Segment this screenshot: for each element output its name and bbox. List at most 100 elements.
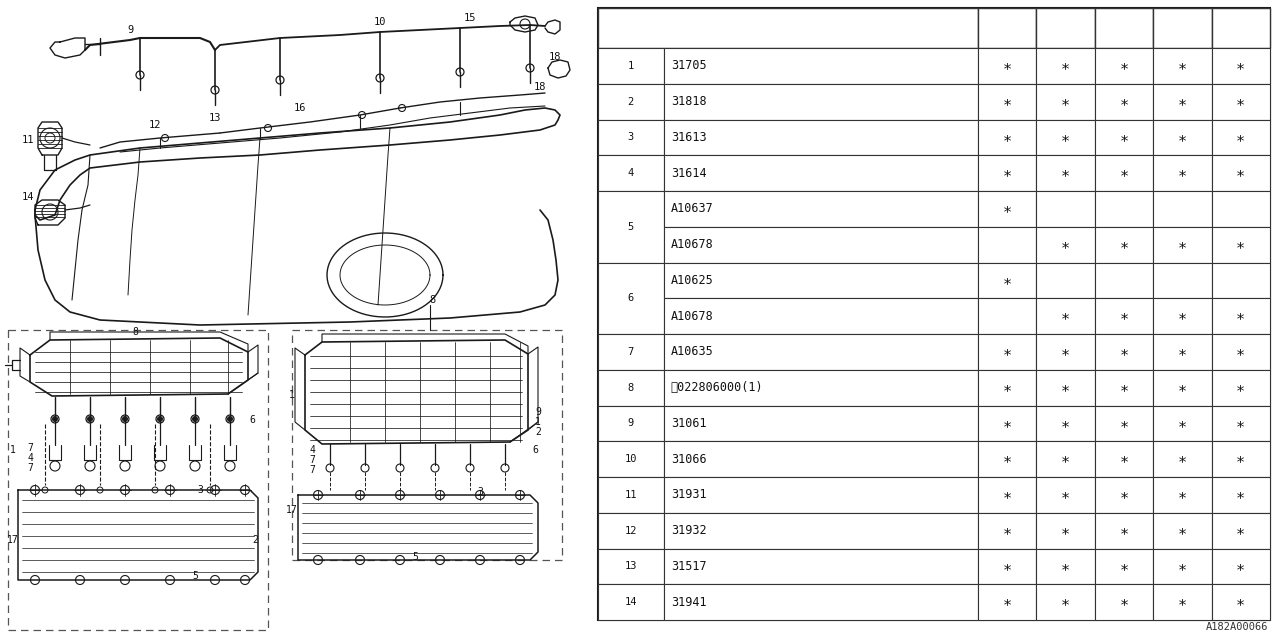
Text: 9: 9 — [127, 25, 133, 35]
Text: ∗: ∗ — [1061, 559, 1070, 574]
Text: 5: 5 — [192, 571, 198, 581]
Text: 15: 15 — [463, 13, 476, 23]
Bar — [1037, 191, 1094, 227]
Bar — [664, 262, 978, 298]
Bar — [1037, 262, 1094, 298]
Bar — [978, 477, 1037, 513]
Text: ∗: ∗ — [1002, 202, 1011, 216]
Text: ∗: ∗ — [1178, 488, 1187, 502]
Bar — [598, 406, 664, 441]
Text: A182A00066: A182A00066 — [1206, 622, 1268, 632]
Bar — [1212, 262, 1270, 298]
Bar — [978, 298, 1037, 334]
Text: ∗: ∗ — [1061, 166, 1070, 180]
Bar — [598, 156, 664, 191]
Bar — [1094, 513, 1153, 548]
Bar — [598, 8, 1270, 620]
Bar — [1094, 406, 1153, 441]
Bar — [1037, 84, 1094, 120]
Bar — [598, 441, 664, 477]
Text: ∗: ∗ — [1002, 380, 1011, 395]
Text: ∗: ∗ — [1061, 595, 1070, 610]
Text: ∗: ∗ — [1236, 94, 1245, 109]
Text: 4: 4 — [308, 445, 315, 455]
Bar — [1153, 548, 1212, 584]
Bar — [1037, 513, 1094, 548]
Bar — [978, 191, 1037, 227]
Bar — [1037, 548, 1094, 584]
Text: 12: 12 — [148, 120, 161, 130]
Text: ∗: ∗ — [1178, 130, 1187, 145]
Text: ∗: ∗ — [1178, 344, 1187, 360]
Text: ∗: ∗ — [1119, 452, 1129, 467]
Text: 31517: 31517 — [671, 560, 707, 573]
Bar — [1153, 191, 1212, 227]
Text: 2: 2 — [535, 427, 541, 437]
Text: ∗: ∗ — [1061, 308, 1070, 324]
Bar — [978, 584, 1037, 620]
Text: 5: 5 — [627, 221, 634, 232]
Text: 10: 10 — [374, 17, 387, 27]
Text: 2: 2 — [627, 97, 634, 107]
Bar — [1153, 584, 1212, 620]
Text: 31932: 31932 — [671, 524, 707, 537]
Text: 3: 3 — [477, 487, 483, 497]
Bar — [1094, 370, 1153, 406]
Bar — [1094, 191, 1153, 227]
Text: ⓝ022806000(1): ⓝ022806000(1) — [671, 381, 763, 394]
Text: 16: 16 — [293, 103, 306, 113]
Bar — [978, 441, 1037, 477]
Text: ∗: ∗ — [1236, 523, 1245, 538]
Text: 31613: 31613 — [671, 131, 707, 144]
Bar — [1153, 8, 1212, 48]
Text: 11: 11 — [22, 135, 35, 145]
Text: ∗: ∗ — [1119, 166, 1129, 180]
Text: ∗: ∗ — [1119, 523, 1129, 538]
Text: ∗: ∗ — [1002, 344, 1011, 360]
Bar — [1094, 120, 1153, 156]
Bar — [664, 298, 978, 334]
Text: 31066: 31066 — [671, 452, 707, 466]
Text: ∗: ∗ — [1061, 237, 1070, 252]
Bar — [1094, 227, 1153, 262]
Bar — [1153, 298, 1212, 334]
Circle shape — [192, 417, 197, 422]
Bar — [1037, 8, 1094, 48]
Bar — [1037, 298, 1094, 334]
Bar — [1153, 334, 1212, 370]
Bar — [598, 84, 664, 120]
Bar — [1212, 120, 1270, 156]
Text: 17: 17 — [287, 505, 298, 515]
Bar — [1037, 156, 1094, 191]
Bar — [1153, 441, 1212, 477]
Bar — [978, 156, 1037, 191]
Bar — [1094, 48, 1153, 84]
Bar — [978, 84, 1037, 120]
Text: 13: 13 — [209, 113, 221, 123]
Bar — [1153, 120, 1212, 156]
Text: ∗: ∗ — [1061, 416, 1070, 431]
Text: ∗: ∗ — [1061, 344, 1070, 360]
Text: A10678: A10678 — [671, 238, 713, 251]
Circle shape — [123, 417, 128, 422]
Text: 1: 1 — [627, 61, 634, 71]
Text: ∗: ∗ — [1061, 130, 1070, 145]
Text: ∗: ∗ — [1236, 416, 1245, 431]
Bar — [664, 191, 978, 227]
Bar — [598, 548, 664, 584]
Bar — [598, 477, 664, 513]
Text: ∗: ∗ — [1236, 488, 1245, 502]
Bar — [1212, 8, 1270, 48]
Text: ∗: ∗ — [1002, 523, 1011, 538]
Circle shape — [52, 417, 58, 422]
Text: ∗: ∗ — [1236, 237, 1245, 252]
Text: 8: 8 — [1062, 16, 1069, 26]
Bar — [1153, 262, 1212, 298]
Bar — [598, 513, 664, 548]
Text: 3: 3 — [627, 132, 634, 142]
Bar — [1094, 584, 1153, 620]
Bar — [1037, 441, 1094, 477]
Bar — [664, 48, 978, 84]
Text: ∗: ∗ — [1061, 380, 1070, 395]
Text: 18: 18 — [534, 82, 547, 92]
